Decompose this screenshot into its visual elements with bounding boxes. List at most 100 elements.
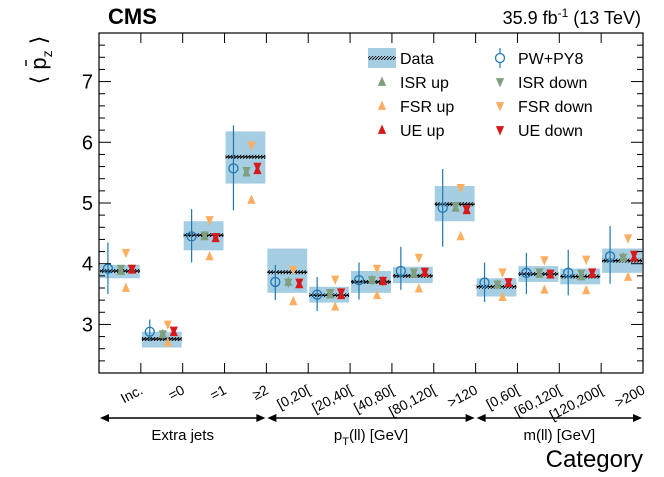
data-bands <box>100 131 642 348</box>
x-tick-label: =1 <box>207 381 229 403</box>
isr-down-marker <box>284 278 293 289</box>
legend-item: FSR up <box>377 99 454 116</box>
fsr-up-marker <box>247 194 256 204</box>
legend-swatch <box>377 76 387 86</box>
pwpy8-marker <box>144 326 155 337</box>
legend-label: ISR down <box>518 75 587 92</box>
x-tick-labels: Inc. =0 =1 ≥2 [0,20[[20,40[[40,80[[80,120[>1… <box>118 381 648 423</box>
y-tick-label: 6 <box>82 132 93 154</box>
x-tick-label: [0,20[ <box>274 381 313 412</box>
ue-down-marker <box>588 268 597 278</box>
legend-swatch <box>377 124 387 134</box>
lumi-label: 35.9 fb-1 (13 TeV) <box>503 6 641 28</box>
group-label: pT(ll) [GeV] <box>334 427 408 448</box>
group-arrowhead-left <box>100 414 109 422</box>
fsr-up-marker <box>623 271 633 281</box>
fsr-down-marker <box>205 216 214 226</box>
y-axis-title-main: p <box>26 57 51 69</box>
ue-down-marker <box>295 278 304 289</box>
fsr-down-marker <box>247 141 256 151</box>
legend-swatch <box>495 102 505 112</box>
lumi-energy: (13 TeV) <box>568 8 641 28</box>
fsr-down-marker <box>331 275 340 285</box>
lumi-text: 35.9 fb <box>503 8 558 28</box>
y-tick-label: 7 <box>82 72 93 94</box>
isr-down-marker <box>493 280 502 290</box>
pwpy8-marker <box>186 231 197 242</box>
y-tick-label: 5 <box>82 193 93 215</box>
legend-item: UE up <box>377 123 445 140</box>
ue-down-marker <box>462 205 471 215</box>
ue-down-marker <box>629 250 639 261</box>
legend-label: ISR up <box>400 75 449 92</box>
x-tick-label: Inc. <box>118 382 145 407</box>
fsr-up-marker <box>540 284 549 294</box>
isr-down-marker <box>618 253 628 264</box>
legend-label: FSR down <box>518 99 593 116</box>
x-tick-label: [80,120[ <box>386 381 438 419</box>
fsr-down-marker <box>372 264 382 275</box>
legend-label: UE up <box>400 123 445 140</box>
x-tick-label: [20,40[ <box>309 381 354 415</box>
pwpy8-marker <box>395 265 406 277</box>
ue-down-marker <box>420 267 429 278</box>
experiment-label: CMS <box>108 4 157 29</box>
fsr-up-marker <box>498 291 507 301</box>
pwpy8-marker <box>312 289 323 300</box>
x-tick-label: >200 <box>612 381 648 410</box>
pwpy8-marker <box>479 277 490 288</box>
isr-down-marker <box>200 231 209 241</box>
group-arrowhead-right <box>256 414 266 422</box>
legend-swatch <box>495 78 505 88</box>
ue-down-marker <box>504 278 513 288</box>
fsr-down-marker <box>623 234 633 244</box>
fsr-up-marker <box>121 282 131 292</box>
variation-markers <box>116 141 639 347</box>
y-tick-label: 3 <box>82 314 93 336</box>
fsr-down-marker <box>163 320 172 330</box>
pwpy8-marker <box>270 276 281 288</box>
ue-down-marker <box>211 233 220 243</box>
pwpy8-marker <box>604 251 616 262</box>
group-arrowhead-left <box>476 414 486 422</box>
fsr-down-marker <box>456 183 465 194</box>
svg-text:⟨ pz ⟩: ⟨ pz ⟩ <box>26 36 55 85</box>
fsr-up-marker <box>163 337 172 347</box>
legend-swatch <box>495 126 505 136</box>
isr-down-marker <box>409 268 418 278</box>
isr-down-marker <box>242 166 251 177</box>
ue-down-marker <box>127 264 137 275</box>
x-tick-label: =0 <box>165 381 187 403</box>
axes: 3 4 5 6 7 <box>82 32 644 374</box>
group-label: m(ll) [GeV] <box>523 427 595 444</box>
fsr-up-marker <box>331 301 340 311</box>
isr-down-marker <box>158 330 167 340</box>
pwpy8-errorbars <box>102 125 616 342</box>
y-axis-title: ⟨ pz ⟩ <box>26 36 55 85</box>
fsr-down-marker <box>498 268 507 278</box>
legend-label: PW+PY8 <box>518 51 583 68</box>
legend-item: ISR down <box>495 75 587 92</box>
fsr-up-marker <box>289 295 298 306</box>
legend-item: UE down <box>495 123 583 140</box>
pwpy8-marker <box>437 202 448 214</box>
isr-down-marker <box>577 269 586 279</box>
x-tick-label: ≥2 <box>250 381 271 402</box>
fsr-up-marker <box>582 284 591 295</box>
pwpy8-marker <box>353 274 365 286</box>
y-axis-title-sub: z <box>39 50 55 57</box>
lumi-exponent: -1 <box>558 6 569 20</box>
group-arrowhead-right <box>465 414 475 422</box>
pwpy8-marker <box>563 267 574 278</box>
legend-label: Data <box>400 51 434 68</box>
legend-swatch-hatch <box>368 56 396 60</box>
isr-down-marker <box>535 268 544 278</box>
isr-down-marker <box>116 264 126 275</box>
legend-label: UE down <box>518 123 583 140</box>
fsr-up-marker <box>372 289 382 300</box>
isr-down-marker <box>367 276 377 286</box>
group-label: Extra jets <box>151 427 214 444</box>
fsr-down-marker <box>582 255 591 265</box>
legend: Data PW+PY8 ISR up ISR down FSR up FSR down UE… <box>368 48 593 140</box>
